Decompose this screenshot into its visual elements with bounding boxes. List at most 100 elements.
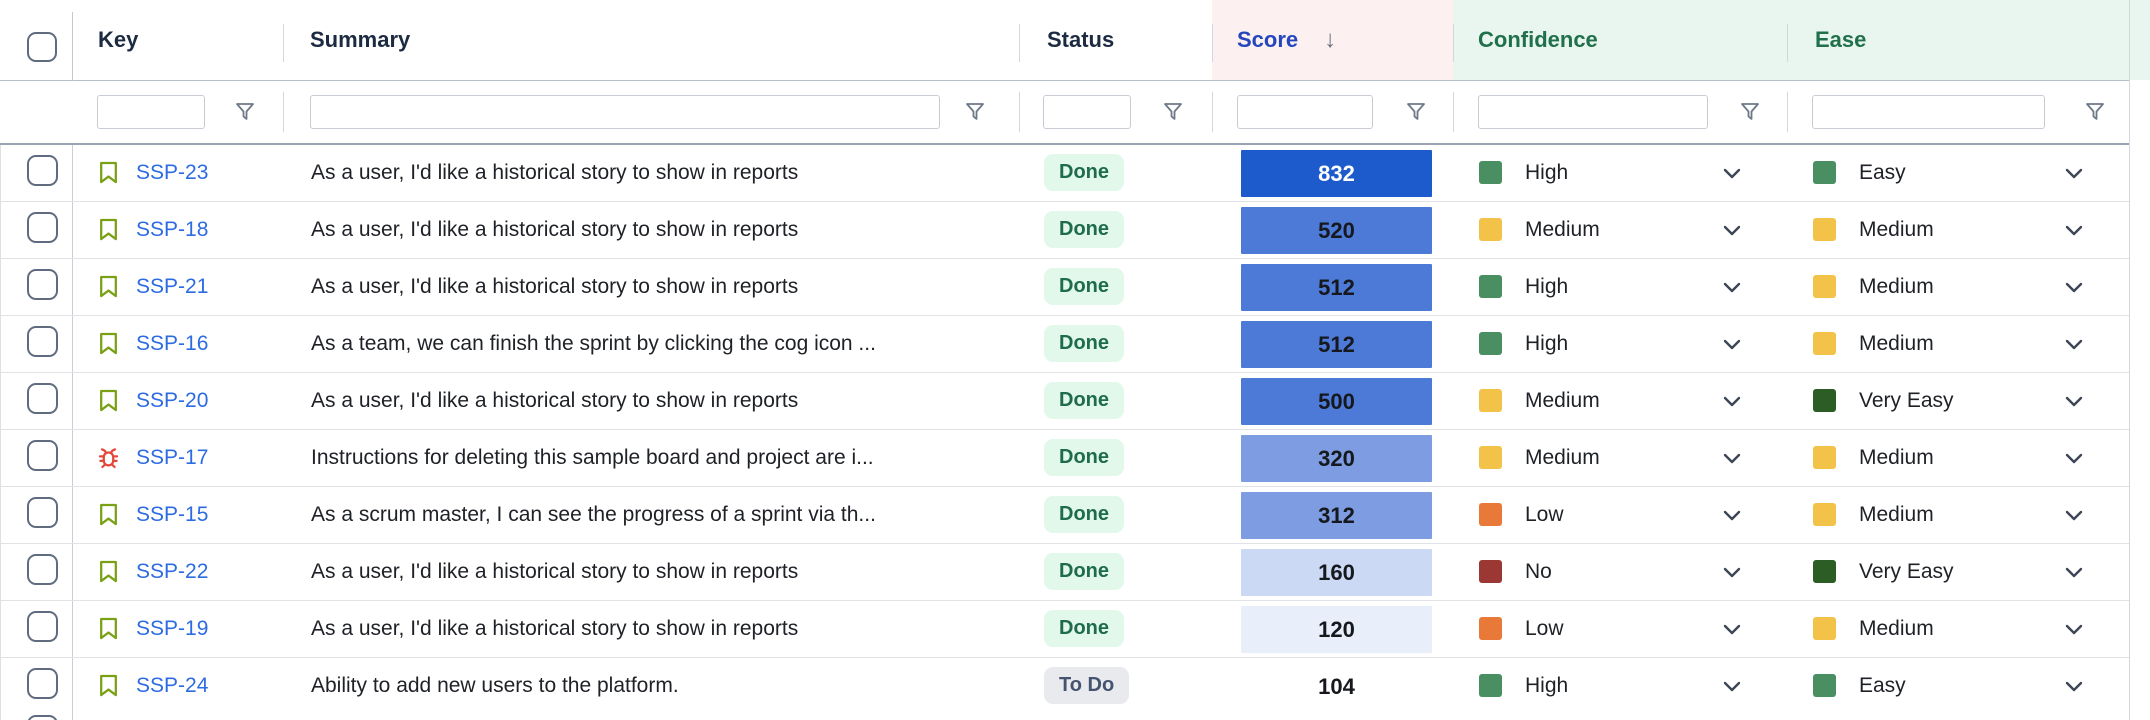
summary-cell[interactable]: As a user, I'd like a historical story t… [284, 202, 1020, 257]
score-filter-input[interactable] [1237, 95, 1373, 129]
issue-key-link[interactable]: SSP-21 [136, 274, 209, 298]
score-filter-funnel-button[interactable] [1404, 100, 1428, 124]
confidence-select[interactable]: Low [1454, 601, 1788, 656]
confidence-filter-funnel-button[interactable] [1738, 100, 1762, 124]
key-filter-funnel-button[interactable] [233, 100, 257, 124]
column-header-confidence[interactable]: Confidence [1453, 0, 1787, 80]
chevron-down-icon[interactable] [1720, 218, 1744, 242]
row-checkbox[interactable] [27, 497, 58, 528]
summary-cell[interactable]: As a user, I'd like a historical story t… [284, 259, 1020, 314]
status-filter-input[interactable] [1043, 95, 1131, 129]
confidence-select[interactable]: Medium [1454, 202, 1788, 257]
chevron-down-icon[interactable] [2062, 446, 2086, 470]
confidence-select[interactable]: High [1454, 658, 1788, 713]
confidence-select[interactable]: High [1454, 259, 1788, 314]
confidence-select[interactable]: Medium [1454, 373, 1788, 428]
issue-key-link[interactable]: SSP-20 [136, 388, 209, 412]
status-badge[interactable]: Done [1044, 439, 1124, 476]
chevron-down-icon[interactable] [2062, 617, 2086, 641]
summary-cell[interactable]: Ability to add new users to the platform… [284, 658, 1020, 713]
chevron-down-icon[interactable] [1720, 332, 1744, 356]
summary-cell[interactable]: As a user, I'd like a historical story t… [284, 373, 1020, 428]
issue-key-link[interactable]: SSP-18 [136, 217, 209, 241]
status-badge[interactable]: Done [1044, 553, 1124, 590]
chevron-down-icon[interactable] [1720, 560, 1744, 584]
chevron-down-icon[interactable] [1720, 275, 1744, 299]
summary-cell[interactable]: As a user, I'd like a historical story t… [284, 601, 1020, 656]
column-header-summary[interactable]: Summary [283, 0, 1019, 80]
ease-select[interactable]: Very Easy [1788, 373, 2130, 428]
summary-filter-input[interactable] [310, 95, 940, 129]
summary-cell[interactable]: As a user, I'd like a historical story t… [284, 145, 1020, 200]
ease-select[interactable]: Easy [1788, 658, 2130, 713]
confidence-select[interactable]: Low [1454, 487, 1788, 542]
chevron-down-icon[interactable] [2062, 332, 2086, 356]
status-badge[interactable]: Done [1044, 154, 1124, 191]
issue-key-link[interactable]: SSP-24 [136, 673, 209, 697]
ease-select[interactable]: Medium [1788, 316, 2130, 371]
column-header-ease[interactable]: Ease [1787, 0, 2129, 80]
ease-filter-funnel-button[interactable] [2083, 100, 2107, 124]
ease-select[interactable]: Medium [1788, 259, 2130, 314]
summary-filter-funnel-button[interactable] [963, 100, 987, 124]
column-header-score[interactable]: Score ↓ [1212, 0, 1453, 80]
issue-key-link[interactable]: SSP-15 [136, 502, 209, 526]
summary-cell[interactable]: As a team, we can finish the sprint by c… [284, 316, 1020, 371]
summary-cell[interactable]: Instructions for deleting this sample bo… [284, 430, 1020, 485]
ease-select[interactable]: Medium [1788, 430, 2130, 485]
row-checkbox[interactable] [27, 554, 58, 585]
ease-select[interactable]: Very Easy [1788, 544, 2130, 599]
row-checkbox[interactable] [27, 155, 58, 186]
issue-key-link[interactable]: SSP-16 [136, 331, 209, 355]
summary-cell[interactable]: As a user, I'd like a historical story t… [284, 544, 1020, 599]
summary-cell[interactable]: As a scrum master, I can see the progres… [284, 487, 1020, 542]
row-checkbox[interactable] [27, 212, 58, 243]
confidence-select[interactable]: High [1454, 316, 1788, 371]
issue-key-link[interactable]: SSP-17 [136, 445, 209, 469]
confidence-select[interactable]: No [1454, 544, 1788, 599]
issue-key-link[interactable]: SSP-23 [136, 160, 209, 184]
status-badge[interactable]: Done [1044, 610, 1124, 647]
select-all-checkbox[interactable] [27, 32, 57, 62]
status-badge[interactable]: Done [1044, 496, 1124, 533]
ease-select[interactable]: Medium [1788, 202, 2130, 257]
row-checkbox[interactable] [27, 715, 58, 720]
chevron-down-icon[interactable] [2062, 389, 2086, 413]
chevron-down-icon[interactable] [1720, 503, 1744, 527]
row-checkbox[interactable] [27, 326, 58, 357]
status-badge[interactable]: Done [1044, 325, 1124, 362]
ease-select[interactable]: Medium [1788, 601, 2130, 656]
row-checkbox[interactable] [27, 611, 58, 642]
confidence-select[interactable]: High [1454, 145, 1788, 200]
chevron-down-icon[interactable] [1720, 161, 1744, 185]
chevron-down-icon[interactable] [2062, 218, 2086, 242]
chevron-down-icon[interactable] [2062, 674, 2086, 698]
chevron-down-icon[interactable] [1720, 617, 1744, 641]
chevron-down-icon[interactable] [2062, 275, 2086, 299]
ease-filter-input[interactable] [1812, 95, 2045, 129]
chevron-down-icon[interactable] [1720, 674, 1744, 698]
confidence-select[interactable]: Medium [1454, 430, 1788, 485]
status-badge[interactable]: Done [1044, 211, 1124, 248]
status-badge[interactable]: To Do [1044, 667, 1130, 704]
row-checkbox[interactable] [27, 668, 58, 699]
chevron-down-icon[interactable] [2062, 161, 2086, 185]
key-filter-input[interactable] [97, 95, 205, 129]
ease-select[interactable]: Easy [1788, 145, 2130, 200]
issue-key-link[interactable]: SSP-19 [136, 616, 209, 640]
row-checkbox[interactable] [27, 383, 58, 414]
status-filter-funnel-button[interactable] [1161, 100, 1185, 124]
column-header-key[interactable]: Key [72, 0, 283, 80]
chevron-down-icon[interactable] [1720, 446, 1744, 470]
column-header-status[interactable]: Status [1019, 0, 1212, 80]
row-checkbox[interactable] [27, 440, 58, 471]
chevron-down-icon[interactable] [2062, 503, 2086, 527]
issue-key-link[interactable]: SSP-22 [136, 559, 209, 583]
chevron-down-icon[interactable] [1720, 389, 1744, 413]
ease-select[interactable]: Medium [1788, 487, 2130, 542]
row-checkbox[interactable] [27, 269, 58, 300]
confidence-filter-input[interactable] [1478, 95, 1708, 129]
chevron-down-icon[interactable] [2062, 560, 2086, 584]
status-badge[interactable]: Done [1044, 382, 1124, 419]
status-badge[interactable]: Done [1044, 268, 1124, 305]
